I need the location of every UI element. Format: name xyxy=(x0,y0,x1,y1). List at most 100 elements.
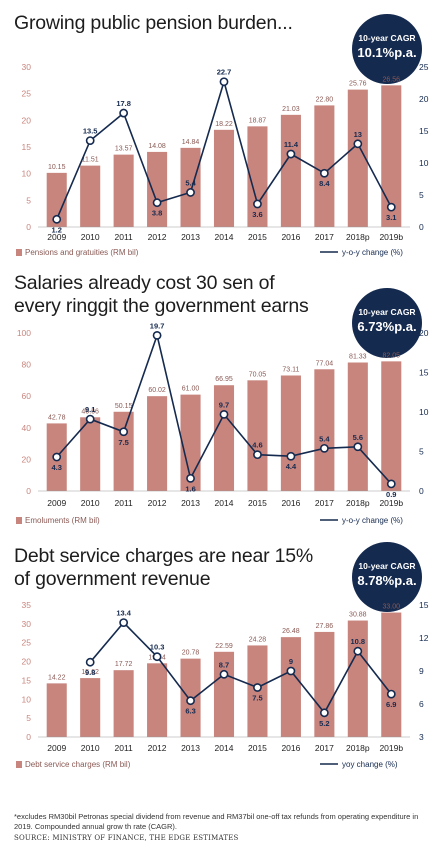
left-axis-tick-label: 10 xyxy=(22,694,32,704)
line-point xyxy=(253,450,262,460)
bar xyxy=(213,651,235,737)
cagr-badge: 10-year CAGR 10.1%p.a. xyxy=(352,14,422,84)
line-value-label: 7.5 xyxy=(118,438,128,447)
line-point xyxy=(253,199,262,209)
x-axis-tick-label: 2010 xyxy=(81,498,100,508)
chart-title-line: of government revenue xyxy=(14,568,211,590)
bar xyxy=(347,620,368,737)
source-note: SOURCE: MINISTRY OF FINANCE, THE EDGE ES… xyxy=(14,834,239,842)
x-axis-tick-label: 2012 xyxy=(148,743,167,753)
line-value-label: 7.5 xyxy=(252,694,262,703)
legend-swatch-bar xyxy=(16,249,22,256)
line-point xyxy=(286,451,296,461)
right-axis-tick-label: 10 xyxy=(419,407,429,417)
bar-value-label: 46.66 xyxy=(81,408,99,415)
x-axis-tick-label: 2013 xyxy=(181,232,200,242)
line-point xyxy=(319,443,329,453)
line-point xyxy=(52,214,62,224)
line-point xyxy=(119,618,129,627)
line-value-label: 4.6 xyxy=(252,441,262,450)
x-axis-tick-label: 2011 xyxy=(114,232,133,242)
bar xyxy=(113,154,134,227)
bar-value-label: 14.08 xyxy=(148,143,166,150)
line-value-label: 4.4 xyxy=(286,462,297,471)
line-value-label: 13 xyxy=(354,130,362,139)
left-axis-tick-label: 30 xyxy=(22,62,32,72)
x-axis-tick-label: 2015 xyxy=(248,232,267,242)
cagr-value: 10.1%p.a. xyxy=(357,45,417,60)
x-axis-tick-label: 2014 xyxy=(215,743,234,753)
line-point xyxy=(286,666,296,676)
line-point xyxy=(253,683,262,692)
x-axis-tick-label: 2017 xyxy=(315,498,334,508)
x-axis-tick-label: 2009 xyxy=(47,743,66,753)
line-point xyxy=(353,442,363,452)
right-axis-tick-label: 5 xyxy=(419,447,424,457)
bar-value-label: 27.86 xyxy=(316,623,334,630)
right-axis-tick-label: 20 xyxy=(419,328,429,338)
x-axis-tick-label: 2010 xyxy=(81,232,100,242)
cagr-badge: 10-year CAGR 6.73%p.a. xyxy=(352,288,422,358)
legend-swatch-bar xyxy=(16,517,22,524)
line-value-label: 1.2 xyxy=(52,225,62,234)
line-point xyxy=(386,479,396,489)
right-axis-tick-label: 20 xyxy=(419,94,429,104)
x-axis-tick-label: 2018p xyxy=(346,498,370,508)
line-value-label: 3.1 xyxy=(386,213,396,222)
line-value-label: 4.3 xyxy=(52,463,62,472)
x-axis-tick-label: 2019b xyxy=(379,743,403,753)
line-point xyxy=(152,330,162,340)
bar-value-label: 18.87 xyxy=(249,117,267,124)
series-line xyxy=(89,621,392,715)
right-axis-tick-label: 0 xyxy=(419,222,424,232)
left-axis-tick-label: 25 xyxy=(22,638,32,648)
left-axis-tick-label: 5 xyxy=(26,713,31,723)
left-axis-tick-label: 100 xyxy=(17,328,31,338)
bar xyxy=(247,126,268,227)
x-axis-tick-label: 2012 xyxy=(148,498,167,508)
line-point xyxy=(219,77,229,87)
line-value-label: 1.6 xyxy=(185,484,195,493)
bar xyxy=(247,380,268,491)
bar xyxy=(347,362,368,491)
left-axis-tick-label: 60 xyxy=(22,391,32,401)
bar-value-label: 26.56 xyxy=(383,76,401,83)
cagr-value: 8.78%p.a. xyxy=(357,573,417,588)
legend-label-bar: Debt service charges (RM bil) xyxy=(25,760,131,769)
bar xyxy=(147,151,168,227)
left-axis-tick-label: 0 xyxy=(26,222,31,232)
line-value-label: 9 xyxy=(289,657,293,666)
bar-value-label: 14.84 xyxy=(182,139,200,146)
line-value-label: 0.9 xyxy=(386,490,396,499)
line-value-label: 5.4 xyxy=(185,178,196,187)
bar xyxy=(147,396,168,491)
right-axis-tick-label: 0 xyxy=(419,486,424,496)
line-value-label: 19.7 xyxy=(150,321,165,330)
bar xyxy=(46,172,67,227)
bar-value-label: 61.00 xyxy=(182,386,200,393)
line-point xyxy=(219,409,229,419)
x-axis-tick-label: 2011 xyxy=(114,743,133,753)
line-value-label: 13.4 xyxy=(116,609,131,618)
cagr-label: 10-year CAGR xyxy=(358,33,416,43)
x-axis-tick-label: 2019b xyxy=(379,498,403,508)
bar-value-label: 30.88 xyxy=(349,612,367,619)
bar-value-label: 17.72 xyxy=(115,661,133,668)
bar-value-label: 13.57 xyxy=(115,146,133,153)
bar xyxy=(180,394,201,491)
line-point xyxy=(353,139,363,149)
bar-value-label: 24.28 xyxy=(249,636,267,643)
line-value-label: 6.9 xyxy=(386,700,396,709)
left-axis-tick-label: 0 xyxy=(26,732,31,742)
cagr-badge: 10-year CAGR 8.78%p.a. xyxy=(352,542,422,612)
bar-value-label: 14.22 xyxy=(48,674,66,681)
x-axis-tick-label: 2014 xyxy=(215,232,234,242)
bar-value-label: 81.33 xyxy=(349,353,367,360)
line-value-label: 9.1 xyxy=(85,405,95,414)
bar-value-label: 70.05 xyxy=(249,371,267,378)
line-value-label: 10.3 xyxy=(150,643,165,652)
bar xyxy=(280,637,301,737)
chart-title: Debt service charges are near 15% of gov… xyxy=(14,545,313,591)
bar-value-label: 11.51 xyxy=(82,157,99,164)
line-value-label: 11.4 xyxy=(284,140,299,149)
